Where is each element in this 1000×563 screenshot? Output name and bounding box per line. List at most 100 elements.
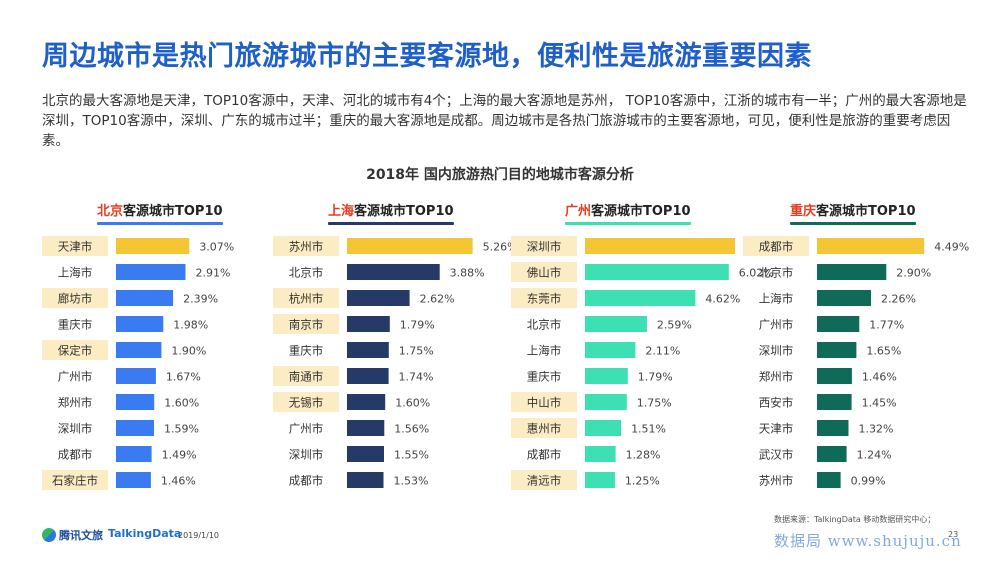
value-label: 2.39% (183, 293, 218, 306)
label-highlight (273, 236, 339, 256)
panel-underline (790, 222, 916, 225)
value-label: 4.49% (934, 241, 969, 254)
category-label: 成都市 (759, 240, 794, 254)
bar (347, 316, 390, 332)
category-label: 北京市 (289, 266, 324, 280)
bar (585, 446, 616, 462)
bar (116, 290, 174, 306)
label-highlight (273, 366, 339, 386)
category-label: 天津市 (759, 422, 794, 436)
tencent-logo-icon (42, 528, 56, 542)
category-label: 北京市 (759, 266, 794, 280)
category-label: 成都市 (58, 448, 93, 462)
category-label: 中山市 (527, 396, 562, 410)
value-label: 1.75% (399, 345, 434, 358)
panel-city: 北京 (97, 204, 124, 219)
panel-city: 重庆 (790, 204, 817, 219)
category-label: 廊坊市 (58, 292, 93, 306)
value-label: 1.77% (869, 319, 904, 332)
chart-title: 2018年 国内旅游热门目的地城市客源分析 (366, 167, 634, 183)
category-label: 重庆市 (527, 370, 562, 384)
category-label: 南京市 (289, 318, 324, 332)
value-label: 1.65% (866, 345, 901, 358)
category-label: 南通市 (289, 370, 324, 384)
value-label: 1.74% (399, 371, 434, 384)
panel-title-shanghai: 上海客源城市TOP10 (328, 200, 454, 225)
talkingdata-logo: TalkingData (108, 527, 182, 540)
value-label: 1.46% (862, 371, 897, 384)
panel-suffix: 客源城市TOP10 (354, 204, 454, 219)
category-label: 苏州市 (289, 240, 324, 254)
panel-suffix: 客源城市TOP10 (816, 204, 916, 219)
bar (116, 264, 186, 280)
value-label: 1.60% (395, 397, 430, 410)
category-label: 杭州市 (289, 292, 324, 306)
category-label: 北京市 (527, 318, 562, 332)
bar (585, 264, 729, 280)
value-label: 1.75% (637, 397, 672, 410)
bar (817, 342, 857, 358)
panel-city: 上海 (328, 204, 355, 219)
value-label: 1.60% (164, 397, 199, 410)
category-label: 石家庄市 (52, 474, 98, 488)
category-label: 重庆市 (58, 318, 93, 332)
page-number: 23 (948, 530, 959, 539)
bar (585, 342, 636, 358)
value-label: 2.11% (645, 345, 680, 358)
bar (585, 472, 615, 488)
bar (347, 446, 384, 462)
bar (347, 368, 389, 384)
category-label: 广州市 (58, 370, 93, 384)
panel-title-chongqing: 重庆客源城市TOP10 (790, 200, 916, 225)
bar (116, 394, 155, 410)
value-label: 1.51% (631, 423, 666, 436)
value-label: 1.49% (162, 449, 197, 462)
bar (347, 420, 385, 436)
category-label: 惠州市 (527, 422, 562, 436)
bar (116, 342, 162, 358)
category-label: 深圳市 (527, 240, 562, 254)
value-label: 1.98% (173, 319, 208, 332)
bar (817, 420, 849, 436)
label-highlight (273, 392, 339, 412)
value-label: 4.62% (705, 293, 740, 306)
label-highlight (273, 314, 339, 334)
bar (585, 394, 627, 410)
category-label: 深圳市 (289, 448, 324, 462)
bar (116, 238, 190, 254)
value-label: 2.59% (657, 319, 692, 332)
bar (817, 446, 847, 462)
value-label: 2.90% (896, 267, 931, 280)
bar (817, 472, 841, 488)
category-label: 无锡市 (289, 396, 324, 410)
tencent-travel-logo: 腾讯文旅 (42, 527, 103, 543)
category-label: 武汉市 (759, 448, 794, 462)
category-label: 广州市 (289, 422, 324, 436)
value-label: 1.55% (394, 449, 429, 462)
label-highlight (511, 262, 577, 282)
category-label: 上海市 (58, 266, 93, 280)
value-label: 1.46% (161, 475, 196, 488)
value-label: 3.88% (450, 267, 485, 280)
value-label: 1.56% (394, 423, 429, 436)
value-label: 2.91% (196, 267, 231, 280)
bar (347, 264, 440, 280)
bar (347, 290, 410, 306)
category-label: 上海市 (759, 292, 794, 306)
category-label: 佛山市 (527, 266, 562, 280)
page-title: 周边城市是热门旅游城市的主要客源地，便利性是旅游重要因素 (42, 41, 812, 72)
bar (585, 290, 696, 306)
value-label: 1.67% (166, 371, 201, 384)
bar (116, 368, 156, 384)
value-label: 0.99% (851, 475, 886, 488)
category-label: 成都市 (289, 474, 324, 488)
label-highlight (511, 392, 577, 412)
bar (817, 264, 887, 280)
bar (116, 446, 152, 462)
value-label: 1.59% (164, 423, 199, 436)
category-label: 西安市 (759, 396, 794, 410)
value-label: 1.79% (400, 319, 435, 332)
panel-title-beijing: 北京客源城市TOP10 (97, 200, 223, 225)
category-label: 深圳市 (58, 422, 93, 436)
value-label: 3.07% (199, 241, 234, 254)
